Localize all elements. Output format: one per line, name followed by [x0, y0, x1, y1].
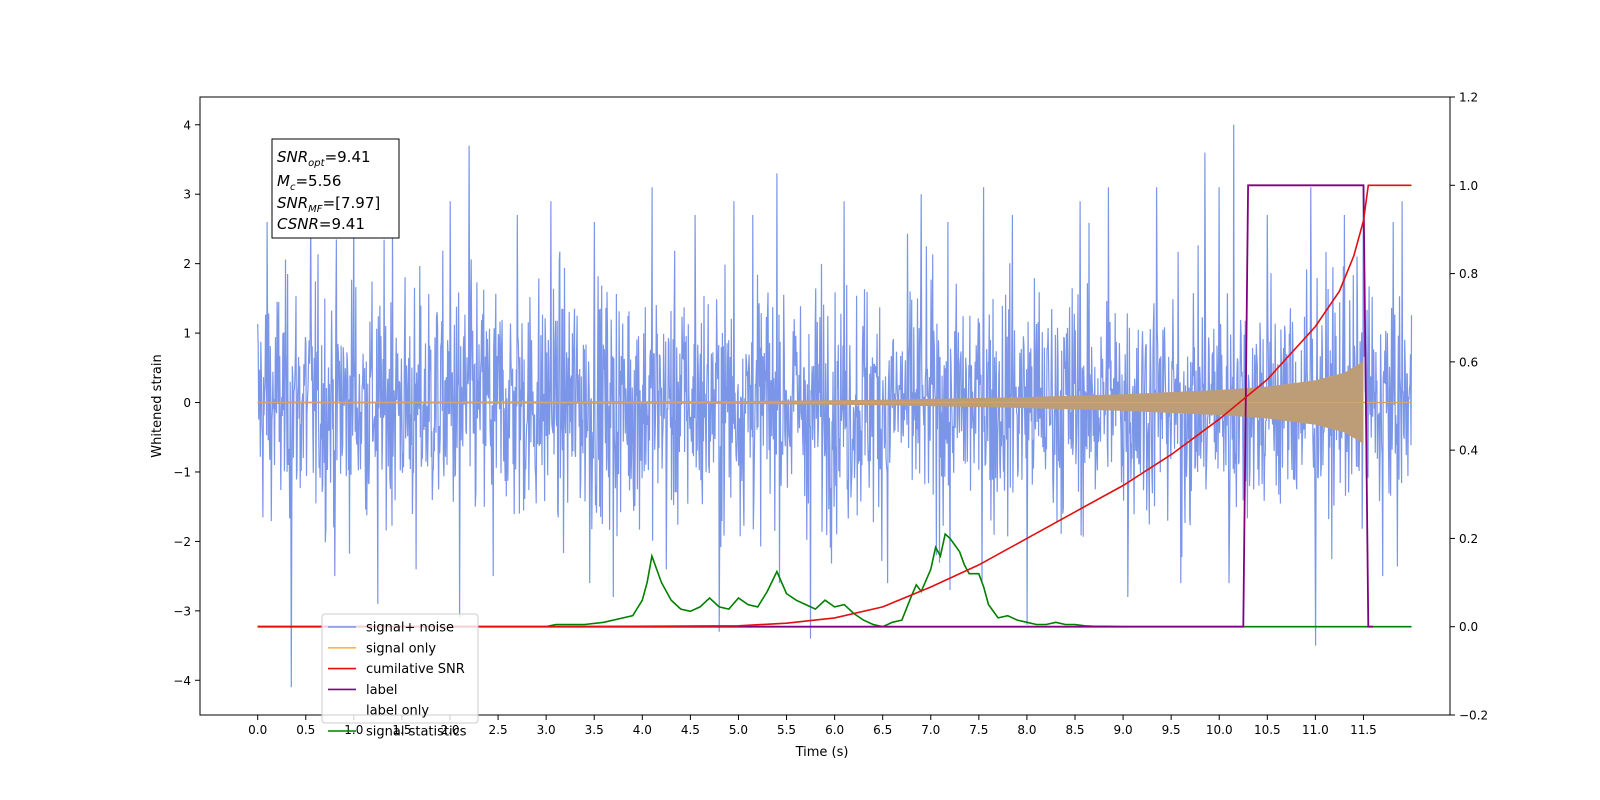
y-tick-label: −3 — [173, 604, 191, 618]
legend-label: signal statistics — [366, 725, 467, 740]
snr-mf-value: =[7.97] — [323, 194, 381, 212]
x-tick-label: 7.0 — [921, 723, 940, 737]
y-axis-left: 4 3 2 1 0 −1 −2 −3 −4 — [173, 118, 200, 688]
x-tick-label: 3.0 — [537, 723, 556, 737]
stats-textbox-frame — [271, 138, 400, 239]
x-tick-label: 7.5 — [969, 723, 988, 737]
x-tick-label: 4.5 — [681, 723, 700, 737]
y-tick-label: 0 — [183, 396, 191, 410]
y-tick-label: −1 — [173, 465, 191, 479]
stats-textbox: SNRopt=9.41 Mc=5.56 SNRMF=[7.97] CSNR=9.… — [271, 138, 400, 239]
y-axis-label: Whitened strain — [150, 354, 165, 457]
mc-text: Mc=5.56 — [277, 172, 341, 193]
x-tick-label: 11.5 — [1350, 723, 1377, 737]
csnr-text: CSNR=9.41 — [277, 215, 365, 233]
axes-frame — [199, 96, 1451, 716]
legend-label: signal only — [366, 641, 436, 656]
x-tick-label: 5.0 — [729, 723, 748, 737]
legend-label: label only — [366, 704, 429, 719]
y-tick-label: 4 — [183, 118, 191, 132]
x-tick-label: 11.0 — [1302, 723, 1329, 737]
y2-tick-label: 0.2 — [1459, 532, 1478, 546]
x-axis-label: Time (s) — [795, 745, 849, 760]
x-tick-label: 8.5 — [1065, 723, 1084, 737]
y-tick-label: −2 — [173, 535, 191, 549]
legend-entries: signal+ noise signal only cumilative SNR la… — [328, 621, 467, 740]
snr-opt-value: =9.41 — [325, 148, 371, 166]
series-signal-noise-line — [257, 124, 1413, 688]
x-tick-label: 9.0 — [1114, 723, 1133, 737]
x-tick-label: 6.0 — [825, 723, 844, 737]
series-signal-statistics-line — [257, 532, 1412, 628]
y-axis-right: 1.2 1.0 0.8 0.6 0.4 0.2 0.0 −0.2 — [1450, 91, 1488, 723]
y2-tick-label: 1.0 — [1459, 179, 1478, 193]
x-tick-label: 10.0 — [1206, 723, 1233, 737]
y2-tick-label: 0.8 — [1459, 267, 1478, 281]
y-tick-label: 1 — [183, 327, 191, 341]
x-tick-label: 6.5 — [873, 723, 892, 737]
legend-label: signal+ noise — [366, 621, 454, 636]
x-tick-label: 2.5 — [489, 723, 508, 737]
snr-mf-text: SNRMF=[7.97] — [277, 194, 380, 215]
legend: signal+ noise signal only cumilative SNR la… — [321, 613, 479, 740]
legend-label: label — [366, 683, 397, 698]
x-axis: 0.0 0.5 1.0 1.5 2.0 2.5 3.0 3.5 4.0 4.5 5.0 5.5 6.0 6… — [248, 715, 1377, 737]
snr-opt-text: SNRopt=9.41 — [277, 148, 371, 169]
x-tick-label: 9.5 — [1162, 723, 1181, 737]
x-tick-label: 0.0 — [248, 723, 267, 737]
y-tick-label: 3 — [183, 188, 191, 202]
y2-tick-label: −0.2 — [1459, 709, 1488, 723]
x-tick-label: 3.5 — [585, 723, 604, 737]
x-tick-label: 1.5 — [392, 723, 411, 737]
y2-tick-label: 0.0 — [1459, 620, 1478, 634]
x-tick-label: 5.5 — [777, 723, 796, 737]
csnr-value: =9.41 — [319, 215, 365, 233]
y-tick-label: −4 — [173, 674, 191, 688]
plot-layer — [257, 124, 1413, 688]
y2-tick-label: 0.6 — [1459, 355, 1478, 369]
y2-tick-label: 1.2 — [1459, 91, 1478, 105]
x-tick-label: 2.0 — [440, 723, 459, 737]
x-tick-label: 4.0 — [633, 723, 652, 737]
x-tick-label: 0.5 — [296, 723, 315, 737]
series-label-line — [257, 184, 1374, 628]
legend-frame — [321, 613, 479, 724]
x-tick-label: 8.0 — [1017, 723, 1036, 737]
legend-label: cumilative SNR — [366, 662, 465, 677]
y2-tick-label: 0.4 — [1459, 444, 1478, 458]
mc-value: =5.56 — [295, 172, 341, 190]
x-tick-label: 10.5 — [1254, 723, 1281, 737]
x-tick-label: 1.0 — [344, 723, 363, 737]
y-tick-label: 2 — [183, 257, 191, 271]
series-cumulative-snr-line — [257, 184, 1412, 628]
